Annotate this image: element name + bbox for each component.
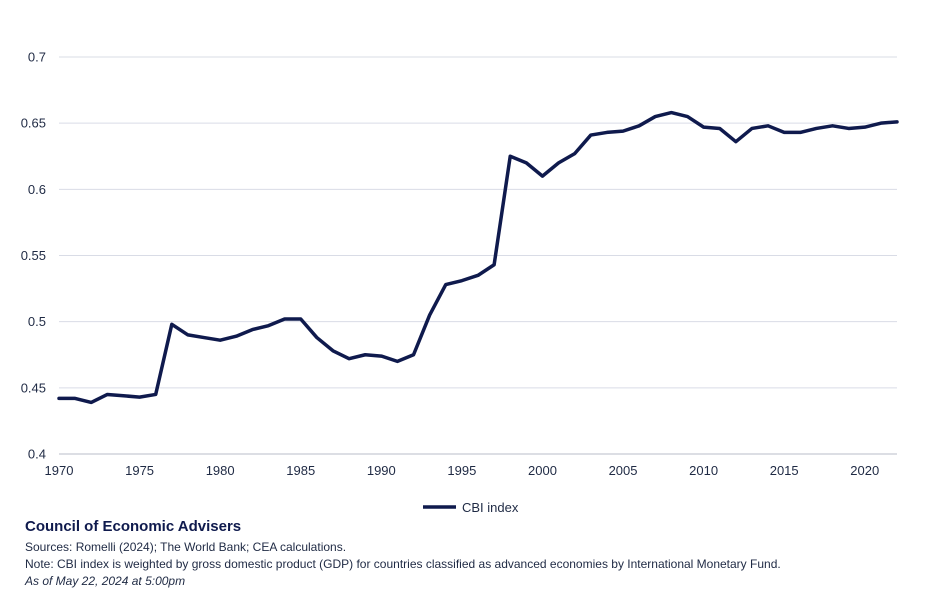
y-tick-label: 0.65 bbox=[21, 116, 46, 131]
x-tick-label: 1970 bbox=[45, 463, 74, 478]
sources-text: Sources: Romelli (2024); The World Bank;… bbox=[25, 540, 347, 554]
y-tick-label: 0.55 bbox=[21, 248, 46, 263]
series-lines bbox=[57, 110, 899, 405]
x-tick-label: 2010 bbox=[689, 463, 718, 478]
x-tick-label: 2000 bbox=[528, 463, 557, 478]
note-text: Note: CBI index is weighted by gross dom… bbox=[25, 557, 781, 571]
x-tick-label: 2005 bbox=[609, 463, 638, 478]
x-tick-label: 1980 bbox=[206, 463, 235, 478]
y-tick-label: 0.45 bbox=[21, 380, 46, 395]
y-tick-label: 0.6 bbox=[28, 182, 46, 197]
y-tick-label: 0.7 bbox=[28, 50, 46, 65]
gridlines bbox=[59, 56, 897, 455]
x-tick-label: 1985 bbox=[286, 463, 315, 478]
y-tick-label: 0.5 bbox=[28, 314, 46, 329]
x-axis-ticks: 1970 1975 1980 1985 1990 1995 2000 2005 2010 2015… bbox=[45, 463, 880, 478]
x-tick-label: 2020 bbox=[850, 463, 879, 478]
x-tick-label: 1975 bbox=[125, 463, 154, 478]
series-line-cbi-index bbox=[57, 110, 899, 405]
legend: CBI index bbox=[423, 500, 519, 515]
source-organization: Council of Economic Advisers bbox=[25, 518, 242, 535]
footer: Council of Economic Advisers Sources: Ro… bbox=[25, 518, 905, 590]
x-tick-label: 1990 bbox=[367, 463, 396, 478]
legend-label: CBI index bbox=[462, 500, 519, 515]
x-tick-label: 1995 bbox=[447, 463, 476, 478]
y-axis-ticks: 0.4 0.45 0.5 0.55 0.6 0.65 0.7 bbox=[21, 50, 46, 462]
y-tick-label: 0.4 bbox=[28, 447, 46, 462]
x-tick-label: 2015 bbox=[770, 463, 799, 478]
as-of-text: As of May 22, 2024 at 5:00pm bbox=[25, 574, 186, 588]
line-chart: 0.4 0.45 0.5 0.55 0.6 0.65 0.7 1970 1975 1980 198… bbox=[21, 50, 899, 515]
